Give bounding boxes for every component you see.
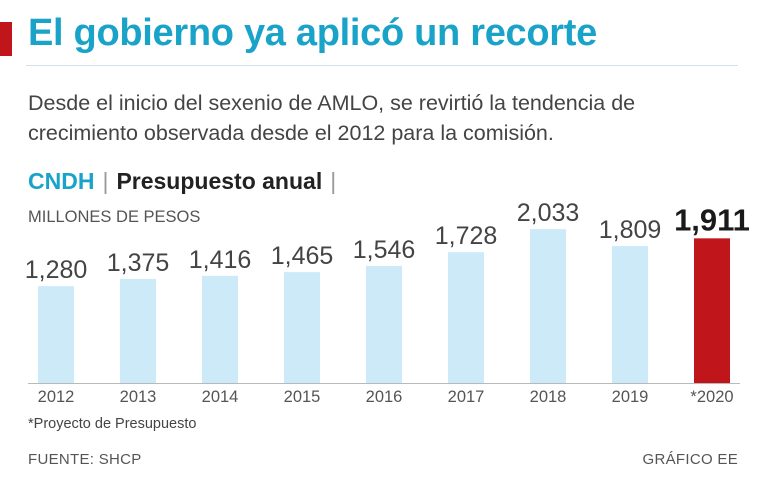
x-tick-label-2015: 2015 [284, 388, 321, 406]
title-accent-bar [0, 22, 12, 56]
value-label-2014: 1,416 [189, 246, 252, 274]
chart-header-separator: | [102, 168, 109, 194]
bar-2019 [612, 246, 648, 383]
value-label-2015: 1,465 [271, 242, 334, 270]
bar-2014 [202, 275, 238, 383]
chart-header-separator-end: | [330, 168, 337, 194]
chart-header: CNDH | Presupuesto anual | [28, 168, 344, 195]
x-tick-label-2014: 2014 [202, 388, 239, 406]
bar-2016 [366, 265, 402, 383]
value-label-2012: 1,280 [25, 256, 88, 284]
bar-2018 [530, 229, 566, 383]
title-divider [26, 65, 738, 66]
source-label: FUENTE: SHCP [28, 451, 142, 468]
x-tick-label-2018: 2018 [530, 388, 567, 406]
x-tick-label-2013: 2013 [120, 388, 157, 406]
chart-units: MILLONES DE PESOS [28, 208, 201, 226]
bar-2012 [38, 286, 74, 383]
chart-entity: CNDH [28, 168, 95, 194]
footnote: *Proyecto de Presupuesto [28, 416, 197, 432]
value-label-2019: 1,809 [599, 216, 662, 244]
value-label-2017: 1,728 [435, 222, 498, 250]
page-title: El gobierno ya aplicó un recorte [28, 12, 597, 54]
value-label-2020: 1,911 [674, 202, 750, 237]
chart-title: Presupuesto anual [116, 168, 323, 194]
graphic-credit: GRÁFICO EE [642, 451, 738, 468]
value-label-2018: 2,033 [517, 199, 580, 227]
x-tick-label-2019: 2019 [612, 388, 649, 406]
value-label-2013: 1,375 [107, 249, 170, 277]
bar-2013 [120, 278, 156, 383]
bar-2017 [448, 252, 484, 383]
bar-2020 [694, 238, 730, 383]
x-tick-label-2012: 2012 [38, 388, 75, 406]
x-tick-label-2020: *2020 [690, 388, 733, 406]
x-tick-label-2017: 2017 [448, 388, 485, 406]
value-label-2016: 1,546 [353, 236, 416, 264]
bar-2015 [284, 272, 320, 383]
subtitle: Desde el inicio del sexenio de AMLO, se … [28, 91, 636, 145]
x-tick-label-2016: 2016 [366, 388, 403, 406]
